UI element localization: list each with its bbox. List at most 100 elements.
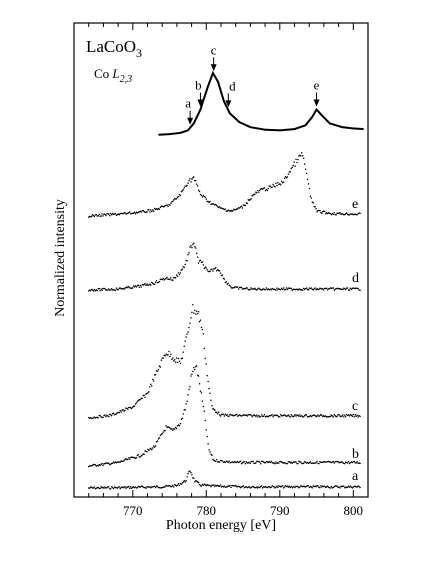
data-point	[185, 336, 187, 338]
data-point	[315, 461, 317, 464]
data-point	[259, 462, 262, 465]
data-point	[185, 403, 187, 405]
peak-markers: ab c d e	[185, 42, 320, 125]
data-point	[108, 213, 110, 215]
data-point	[189, 470, 191, 472]
data-point	[333, 212, 336, 214]
data-point	[184, 481, 186, 483]
data-point	[299, 486, 301, 488]
data-point	[287, 173, 290, 175]
data-point	[205, 484, 207, 487]
data-point	[181, 357, 184, 359]
data-point	[267, 461, 270, 464]
data-point	[267, 288, 270, 290]
data-point	[93, 416, 96, 418]
data-point	[198, 383, 201, 385]
data-point	[242, 485, 245, 487]
data-point	[237, 460, 239, 463]
data-point	[187, 331, 189, 333]
data-point	[190, 471, 192, 474]
data-point	[169, 355, 171, 358]
data-point	[344, 414, 346, 416]
data-point	[181, 190, 184, 192]
data-point	[303, 163, 306, 165]
data-point	[187, 472, 189, 475]
data-point	[355, 462, 357, 464]
data-point	[178, 424, 181, 427]
data-point	[301, 154, 304, 157]
spectrum-e	[87, 151, 361, 218]
data-point	[172, 486, 175, 488]
data-point	[172, 429, 174, 431]
data-point	[93, 215, 96, 218]
data-point	[198, 190, 201, 193]
data-point	[136, 400, 139, 403]
data-point	[301, 289, 304, 291]
data-point	[189, 386, 191, 388]
data-point	[359, 415, 361, 418]
data-point	[198, 483, 201, 486]
marker-a: a	[185, 96, 194, 125]
data-point	[185, 185, 187, 187]
data-point	[190, 181, 192, 183]
data-point	[165, 425, 167, 427]
data-point	[193, 366, 195, 369]
data-point	[209, 270, 211, 272]
data-point	[135, 456, 138, 459]
data-point	[94, 464, 97, 466]
marker-label: b	[195, 78, 202, 93]
data-point	[227, 282, 229, 285]
data-point	[312, 289, 314, 291]
data-point	[164, 354, 166, 357]
data-point	[216, 268, 219, 271]
data-point	[331, 415, 334, 417]
data-point	[174, 361, 177, 363]
data-point	[277, 415, 279, 417]
data-point	[154, 486, 157, 489]
x-tick-labels: 770 780 790 800	[123, 503, 363, 518]
data-point	[342, 288, 344, 291]
data-point	[193, 242, 195, 245]
data-point	[296, 161, 298, 164]
data-point	[319, 209, 321, 212]
data-point	[152, 380, 155, 382]
data-point	[275, 486, 277, 488]
chart-subtitle: Co L2,3	[94, 66, 132, 85]
data-point	[356, 486, 358, 488]
data-point	[104, 213, 106, 215]
x-tick-label: 800	[344, 503, 364, 518]
data-point	[268, 460, 271, 463]
data-point	[333, 413, 336, 416]
data-point	[179, 422, 182, 425]
data-point	[218, 206, 221, 208]
data-point	[215, 203, 217, 206]
data-point	[291, 462, 293, 464]
data-point	[109, 212, 112, 215]
data-point	[256, 486, 258, 488]
data-point	[194, 179, 197, 182]
data-point	[204, 357, 207, 360]
data-point	[189, 246, 191, 248]
data-point	[323, 289, 325, 291]
data-point	[143, 453, 145, 456]
data-point	[277, 486, 279, 488]
data-point	[117, 288, 120, 291]
series-label-c: c	[352, 399, 358, 414]
data-point	[189, 178, 191, 180]
data-point	[215, 204, 218, 207]
data-point	[155, 279, 158, 282]
data-point	[290, 461, 293, 463]
data-point	[351, 415, 354, 418]
spectrum-c	[87, 304, 361, 420]
data-point	[214, 485, 216, 488]
data-point	[118, 486, 121, 488]
data-point	[149, 486, 151, 488]
marker-arrow-head	[225, 100, 232, 108]
data-point	[297, 462, 299, 465]
data-point	[251, 415, 253, 418]
data-point	[90, 215, 93, 217]
data-point	[280, 288, 282, 291]
data-point	[150, 447, 152, 450]
data-point	[218, 461, 221, 463]
data-point	[359, 212, 361, 215]
